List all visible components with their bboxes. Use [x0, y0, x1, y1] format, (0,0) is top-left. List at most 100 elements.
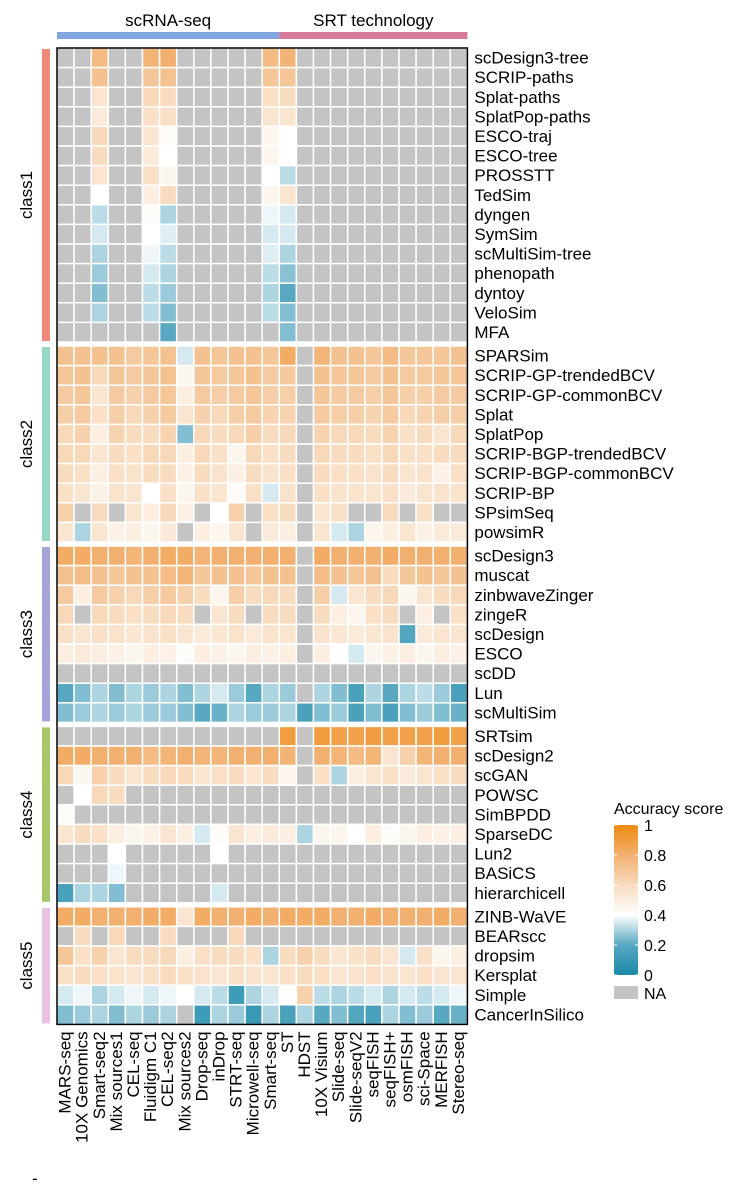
heatmap-cell — [261, 725, 281, 747]
heatmap-cell — [124, 964, 144, 986]
heatmap-cell — [381, 404, 400, 426]
heatmap-cell — [364, 106, 383, 128]
heatmap-cell — [432, 86, 452, 108]
heatmap-cell — [193, 164, 212, 186]
heatmap-cell — [141, 404, 161, 426]
row-label: SplatPop-paths — [474, 107, 590, 126]
row-label: VeloSim — [474, 303, 536, 322]
heatmap-cell — [175, 86, 195, 108]
heatmap-cell — [295, 925, 315, 947]
heatmap-cell — [261, 945, 281, 967]
heatmap-cell — [175, 682, 195, 704]
heatmap-cell — [261, 604, 281, 626]
heatmap-cell — [381, 302, 400, 324]
heatmap-cell — [141, 843, 161, 865]
heatmap-cell — [329, 662, 349, 684]
row-group-bars: class1 class2 class3 class4 class5 — [17, 49, 50, 1024]
heatmap-cell — [210, 745, 229, 767]
heatmap-cell — [381, 882, 400, 904]
heatmap-cell — [73, 223, 92, 245]
heatmap-cell — [107, 984, 127, 1006]
heatmap-cell — [141, 364, 161, 386]
heatmap-cell — [432, 443, 452, 465]
heatmap-cell — [158, 964, 178, 986]
heatmap-cell — [278, 823, 298, 845]
heatmap-cell — [210, 662, 229, 684]
heatmap-cell — [73, 662, 92, 684]
heatmap-cell — [141, 125, 161, 147]
heatmap-cell — [158, 545, 178, 567]
heatmap-cell — [158, 862, 178, 884]
heatmap-cell — [432, 745, 452, 767]
heatmap-cell — [261, 404, 281, 426]
heatmap-cell — [90, 282, 110, 304]
heatmap-cell — [107, 964, 127, 986]
heatmap-cell — [56, 482, 75, 504]
heatmap-cell — [56, 223, 75, 245]
heatmap-cell — [141, 545, 161, 567]
row-label: SplatPop — [474, 425, 543, 444]
heatmap-cell — [398, 521, 417, 543]
heatmap-cell — [227, 623, 246, 645]
heatmap-cell — [124, 125, 144, 147]
heatmap-cell — [449, 784, 469, 806]
heatmap-cell — [124, 364, 144, 386]
heatmap-cell — [124, 262, 144, 284]
heatmap-cell — [261, 564, 281, 586]
heatmap-cell — [346, 86, 366, 108]
heatmap-cell — [244, 604, 263, 626]
heatmap-cell — [141, 1004, 161, 1026]
heatmap-cell — [124, 462, 144, 484]
heatmap-cell — [381, 823, 400, 845]
heatmap-cell — [124, 584, 144, 606]
heatmap-cell — [415, 843, 434, 865]
heatmap-cell — [398, 1004, 417, 1026]
heatmap-cell — [364, 243, 383, 265]
heatmap-cell — [193, 384, 212, 406]
heatmap-cell — [227, 164, 246, 186]
heatmap-cell — [398, 47, 417, 69]
heatmap-cell — [449, 945, 469, 967]
heatmap-cell — [141, 482, 161, 504]
row-label: zinbwaveZinger — [474, 586, 593, 605]
heatmap-cell — [56, 643, 75, 665]
heatmap-cell — [364, 764, 383, 786]
heatmap-cell — [175, 462, 195, 484]
heatmap-cell — [158, 584, 178, 606]
heatmap-cell — [261, 66, 281, 88]
heatmap-cell — [193, 66, 212, 88]
heatmap-cell — [364, 843, 383, 865]
heatmap-cell — [312, 364, 332, 386]
heatmap-cell — [210, 204, 229, 226]
heatmap-cell — [278, 204, 298, 226]
heatmap-cell — [73, 545, 92, 567]
heatmap-cell — [90, 584, 110, 606]
heatmap-cell — [141, 164, 161, 186]
heatmap-cell — [210, 862, 229, 884]
heatmap-cell — [312, 321, 332, 343]
heatmap-cell — [124, 204, 144, 226]
heatmap-cell — [295, 66, 315, 88]
row-label: muscat — [474, 566, 529, 585]
heatmap-cell — [278, 945, 298, 967]
heatmap-cell — [210, 623, 229, 645]
heatmap-cell — [261, 843, 281, 865]
heatmap-cell — [210, 804, 229, 826]
heatmap-cell — [415, 584, 434, 606]
heatmap-cell — [381, 1004, 400, 1026]
row-label: phenopath — [474, 264, 554, 283]
heatmap-cell — [210, 364, 229, 386]
heatmap-cell — [278, 804, 298, 826]
heatmap-cell — [449, 682, 469, 704]
heatmap-cell — [432, 604, 452, 626]
heatmap-cell — [141, 462, 161, 484]
heatmap-cell — [107, 1004, 127, 1026]
legend-title: Accuracy score — [614, 801, 723, 818]
heatmap-cell — [227, 321, 246, 343]
heatmap-cell — [175, 145, 195, 167]
heatmap-cell — [295, 521, 315, 543]
heatmap-cell — [261, 423, 281, 445]
heatmap-cell — [175, 502, 195, 524]
heatmap-cell — [364, 804, 383, 826]
heatmap-cell — [90, 862, 110, 884]
